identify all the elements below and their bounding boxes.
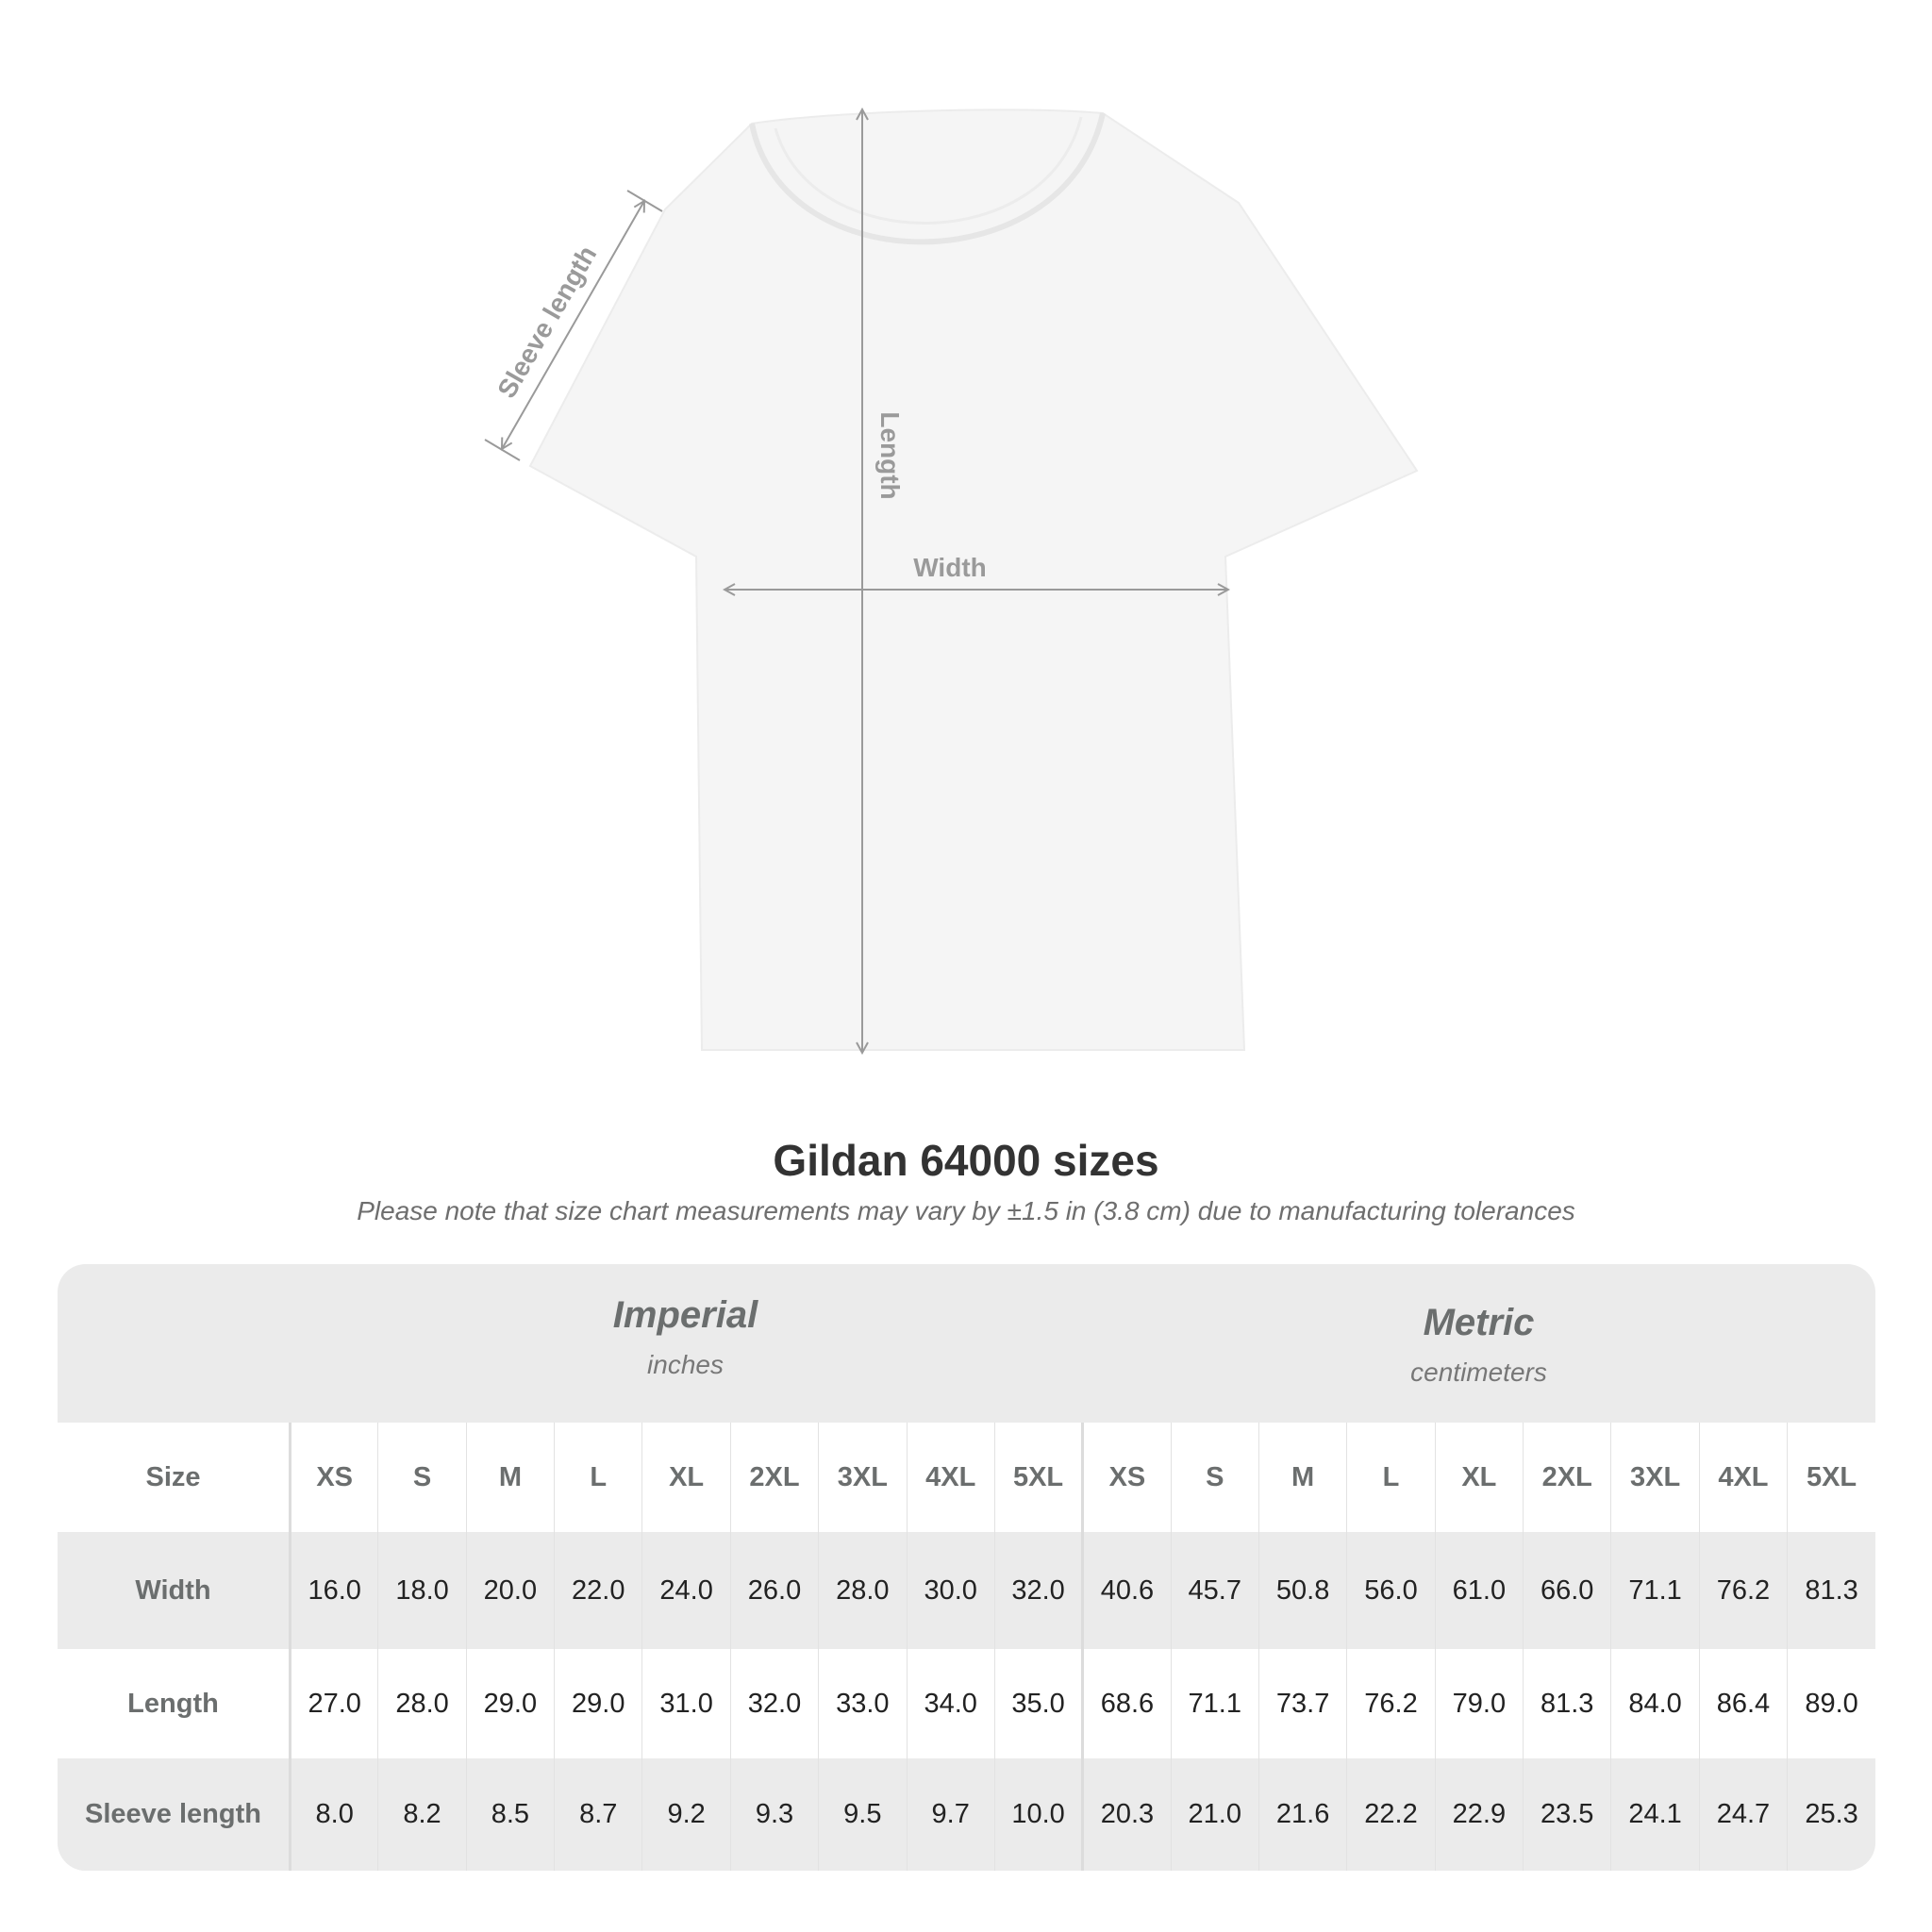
metric-value-cell: 71.1 <box>1170 1649 1259 1758</box>
imperial-value-cell: 32.0 <box>993 1532 1083 1649</box>
imperial-size-m: M <box>465 1423 555 1532</box>
metric-title: Metric <box>1423 1302 1535 1343</box>
imperial-value-cell: 9.2 <box>641 1758 731 1871</box>
table-row: Sleeve length 8.0 8.2 8.5 8.7 9.2 9.3 9.5 9.7 10.… <box>58 1758 1875 1871</box>
width-label: Width <box>913 553 987 582</box>
metric-value-cell: 22.2 <box>1346 1758 1436 1871</box>
imperial-value-cell: 10.0 <box>993 1758 1083 1871</box>
metric-value-cell: 45.7 <box>1170 1532 1259 1649</box>
imperial-value-cell: 28.0 <box>377 1649 467 1758</box>
metric-value-cell: 21.0 <box>1170 1758 1259 1871</box>
imperial-value-cell: 18.0 <box>377 1532 467 1649</box>
imperial-value-cell: 27.0 <box>289 1649 378 1758</box>
metric-value-cell: 89.0 <box>1787 1649 1875 1758</box>
table-row: Width 16.0 18.0 20.0 22.0 24.0 26.0 28.0 30.0 32.… <box>58 1532 1875 1649</box>
metric-header: Metric centimeters <box>1082 1302 1875 1388</box>
metric-size-s: S <box>1170 1423 1259 1532</box>
metric-size-m: M <box>1257 1423 1347 1532</box>
imperial-size-3xl: 3XL <box>818 1423 908 1532</box>
length-label: Length <box>875 411 905 499</box>
imperial-size-2xl: 2XL <box>729 1423 819 1532</box>
metric-value-cell: 76.2 <box>1698 1532 1788 1649</box>
imperial-value-cell: 8.7 <box>554 1758 642 1871</box>
imperial-value-cell: 34.0 <box>906 1649 995 1758</box>
tolerance-note: Please note that size chart measurements… <box>357 1196 1575 1225</box>
metric-size-l: L <box>1346 1423 1436 1532</box>
size-table: Size XS S M L XL 2XL 3XL 4XL 5XL XS S M L XL 2XL 3XL 4XL 5… <box>58 1423 1875 1871</box>
imperial-value-cell: 29.0 <box>554 1649 642 1758</box>
imperial-unit: inches <box>647 1350 724 1379</box>
metric-value-cell: 25.3 <box>1787 1758 1875 1871</box>
size-header-row: Size XS S M L XL 2XL 3XL 4XL 5XL XS S M L XL 2XL 3XL 4XL 5… <box>58 1423 1875 1532</box>
metric-value-cell: 86.4 <box>1698 1649 1788 1758</box>
metric-value-cell: 23.5 <box>1523 1758 1611 1871</box>
imperial-value-cell: 28.0 <box>818 1532 908 1649</box>
metric-value-cell: 73.7 <box>1257 1649 1347 1758</box>
imperial-size-5xl: 5XL <box>993 1423 1083 1532</box>
metric-size-4xl: 4XL <box>1698 1423 1788 1532</box>
metric-value-cell: 76.2 <box>1346 1649 1436 1758</box>
imperial-value-cell: 32.0 <box>729 1649 819 1758</box>
imperial-value-cell: 20.0 <box>465 1532 555 1649</box>
metric-size-xl: XL <box>1434 1423 1524 1532</box>
sleeve-arrow <box>502 201 644 449</box>
size-chart-table: Imperial inches Metric centimeters Size X… <box>58 1264 1875 1871</box>
metric-value-cell: 81.3 <box>1523 1649 1611 1758</box>
imperial-size-xl: XL <box>641 1423 731 1532</box>
imperial-value-cell: 33.0 <box>818 1649 908 1758</box>
metric-value-cell: 50.8 <box>1257 1532 1347 1649</box>
metric-value-cell: 71.1 <box>1610 1532 1700 1649</box>
imperial-title: Imperial <box>612 1294 758 1336</box>
imperial-value-cell: 9.5 <box>818 1758 908 1871</box>
metric-value-cell: 79.0 <box>1434 1649 1524 1758</box>
imperial-value-cell: 8.2 <box>377 1758 467 1871</box>
metric-size-2xl: 2XL <box>1523 1423 1611 1532</box>
imperial-value-cell: 22.0 <box>554 1532 642 1649</box>
imperial-value-cell: 31.0 <box>641 1649 731 1758</box>
row-label: Width <box>58 1532 291 1649</box>
imperial-value-cell: 8.0 <box>289 1758 378 1871</box>
imperial-value-cell: 9.7 <box>906 1758 995 1871</box>
imperial-value-cell: 29.0 <box>465 1649 555 1758</box>
metric-value-cell: 24.7 <box>1698 1758 1788 1871</box>
tshirt-collar <box>749 112 1106 245</box>
metric-value-cell: 68.6 <box>1081 1649 1172 1758</box>
metric-value-cell: 81.3 <box>1787 1532 1875 1649</box>
table-row: Length 27.0 28.0 29.0 29.0 31.0 32.0 33.0 34.0 35… <box>58 1649 1875 1758</box>
imperial-header: Imperial inches <box>289 1294 1082 1380</box>
metric-value-cell: 24.1 <box>1610 1758 1700 1871</box>
metric-size-5xl: 5XL <box>1787 1423 1875 1532</box>
metric-size-3xl: 3XL <box>1610 1423 1700 1532</box>
metric-unit: centimeters <box>1410 1357 1547 1387</box>
row-label: Sleeve length <box>58 1758 291 1871</box>
metric-value-cell: 22.9 <box>1434 1758 1524 1871</box>
metric-value-cell: 61.0 <box>1434 1532 1524 1649</box>
tshirt-shape <box>528 108 1419 1051</box>
imperial-value-cell: 30.0 <box>906 1532 995 1649</box>
metric-value-cell: 66.0 <box>1523 1532 1611 1649</box>
page-title: Gildan 64000 sizes <box>773 1136 1159 1185</box>
imperial-size-l: L <box>554 1423 642 1532</box>
imperial-value-cell: 8.5 <box>465 1758 555 1871</box>
imperial-value-cell: 35.0 <box>993 1649 1083 1758</box>
metric-value-cell: 40.6 <box>1081 1532 1172 1649</box>
imperial-value-cell: 26.0 <box>729 1532 819 1649</box>
metric-value-cell: 84.0 <box>1610 1649 1700 1758</box>
imperial-value-cell: 9.3 <box>729 1758 819 1871</box>
imperial-value-cell: 24.0 <box>641 1532 731 1649</box>
imperial-size-s: S <box>377 1423 467 1532</box>
size-label: Size <box>58 1423 291 1532</box>
tshirt-measurement-diagram: Length Width Sleeve length <box>484 0 1419 1132</box>
imperial-size-xs: XS <box>289 1423 378 1532</box>
imperial-size-4xl: 4XL <box>906 1423 995 1532</box>
metric-size-xs: XS <box>1081 1423 1172 1532</box>
imperial-value-cell: 16.0 <box>289 1532 378 1649</box>
metric-value-cell: 56.0 <box>1346 1532 1436 1649</box>
row-label: Length <box>58 1649 291 1758</box>
metric-value-cell: 20.3 <box>1081 1758 1172 1871</box>
metric-value-cell: 21.6 <box>1257 1758 1347 1871</box>
